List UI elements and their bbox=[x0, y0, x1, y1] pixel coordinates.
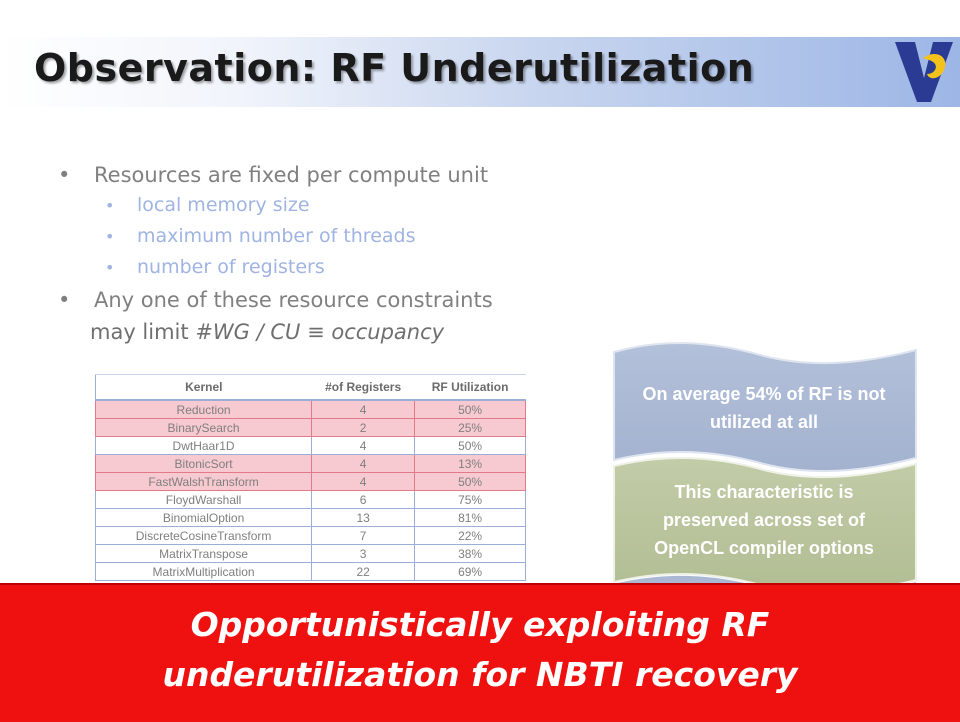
cell-kernel: DwtHaar1D bbox=[94, 436, 313, 455]
callout-first-line: utilized at all bbox=[709, 412, 819, 432]
bullet-constraints: • Any one of these resource constraints bbox=[58, 285, 578, 315]
header-utilization: RF Utilization bbox=[414, 374, 526, 401]
header-registers: #of Registers bbox=[311, 374, 415, 401]
cell-registers: 13 bbox=[311, 508, 416, 527]
banner-line: underutilization for NBTI recovery bbox=[162, 655, 798, 694]
cell-utilization: 50% bbox=[414, 436, 526, 455]
title-bar bbox=[0, 37, 960, 107]
conclusion-banner bbox=[0, 583, 960, 722]
cell-kernel: FloydWarshall bbox=[94, 490, 313, 509]
cell-utilization: 81% bbox=[414, 508, 526, 527]
cell-kernel: BinarySearch bbox=[94, 418, 313, 437]
table-header-row: Kernel #of Registers RF Utilization bbox=[94, 374, 526, 401]
sub-bullet-dot: • bbox=[105, 227, 115, 246]
occupancy-text: #WG / CU ≡ occupancy bbox=[195, 320, 445, 344]
bullet-text: Resources are fixed per compute unit bbox=[94, 163, 489, 187]
sub-bullet-text: number of registers bbox=[137, 256, 325, 278]
callout-second-line: preserved across set of bbox=[662, 510, 866, 530]
cell-utilization: 50% bbox=[414, 399, 526, 419]
sub-bullet-text: local memory size bbox=[137, 194, 310, 216]
cell-kernel: FastWalshTransform bbox=[94, 472, 313, 491]
sub-bullet: • local memory size bbox=[58, 190, 578, 221]
logo-icon bbox=[895, 42, 953, 102]
cell-kernel: BitonicSort bbox=[94, 454, 313, 473]
cell-utilization: 25% bbox=[414, 418, 526, 437]
banner-text: Opportunistically exploiting RF underuti… bbox=[0, 600, 960, 700]
cell-utilization: 13% bbox=[414, 454, 526, 473]
callout-first-line: On average 54% of RF is not bbox=[642, 384, 886, 404]
sub-bullet-dot: • bbox=[105, 196, 115, 215]
table-row: DiscreteCosineTransform 7 22% bbox=[94, 526, 526, 545]
table-row: DwtHaar1D 4 50% bbox=[94, 436, 526, 455]
table-row: MatrixMultiplication 22 69% bbox=[94, 562, 526, 581]
cell-kernel: BinomialOption bbox=[94, 508, 313, 527]
kernel-table: Kernel #of Registers RF Utilization Redu… bbox=[94, 374, 526, 581]
cell-registers: 22 bbox=[311, 562, 416, 581]
cell-registers: 6 bbox=[311, 490, 416, 509]
callout-flag-green bbox=[613, 456, 917, 595]
bullet-continuation: may limit #WG / CU ≡ occupancy bbox=[58, 315, 578, 349]
cell-utilization: 50% bbox=[414, 472, 526, 491]
slide-title: Observation: RF Underutilization bbox=[34, 46, 755, 90]
cell-utilization: 38% bbox=[414, 544, 526, 563]
table-body: Reduction 4 50% BinarySearch 2 25% DwtHaar1D 4 5… bbox=[94, 399, 526, 581]
bullet-resources: • Resources are fixed per compute unit bbox=[58, 160, 578, 190]
cell-registers: 4 bbox=[311, 454, 416, 473]
cell-registers: 2 bbox=[311, 418, 416, 437]
table-row: FastWalshTransform 4 50% bbox=[94, 472, 526, 491]
header-kernel: Kernel bbox=[94, 374, 312, 401]
cell-utilization: 75% bbox=[414, 490, 526, 509]
table-row: Reduction 4 50% bbox=[94, 399, 526, 419]
cell-registers: 4 bbox=[311, 472, 416, 491]
callout-second-line: This characteristic is bbox=[674, 482, 854, 502]
callout-flag-blue bbox=[613, 342, 917, 473]
sub-bullet-dot: • bbox=[105, 258, 115, 277]
cell-kernel: Reduction bbox=[94, 399, 313, 419]
cell-registers: 4 bbox=[311, 399, 416, 419]
sub-bullet-text: maximum number of threads bbox=[137, 225, 416, 247]
cell-registers: 3 bbox=[311, 544, 416, 563]
callout-second: This characteristic is preserved across … bbox=[617, 478, 911, 562]
table-row: BitonicSort 4 13% bbox=[94, 454, 526, 473]
cell-utilization: 22% bbox=[414, 526, 526, 545]
banner-line: Opportunistically exploiting RF bbox=[190, 605, 770, 644]
bullet-list: • Resources are fixed per compute unit •… bbox=[58, 160, 578, 349]
cell-utilization: 69% bbox=[414, 562, 526, 581]
bullet-dot: • bbox=[58, 288, 71, 312]
cell-kernel: MatrixMultiplication bbox=[94, 562, 313, 581]
cell-kernel: MatrixTranspose bbox=[94, 544, 313, 563]
bullet-text: Any one of these resource constraints bbox=[94, 288, 493, 312]
continuation-text: may limit bbox=[90, 320, 196, 344]
sub-bullet: • number of registers bbox=[58, 252, 578, 283]
callout-second-line: OpenCL compiler options bbox=[654, 538, 874, 558]
sub-bullet: • maximum number of threads bbox=[58, 221, 578, 252]
cell-registers: 7 bbox=[311, 526, 416, 545]
callout-first: On average 54% of RF is not utilized at … bbox=[617, 380, 911, 436]
table-row: BinomialOption 13 81% bbox=[94, 508, 526, 527]
table-row: MatrixTranspose 3 38% bbox=[94, 544, 526, 563]
table-row: BinarySearch 2 25% bbox=[94, 418, 526, 437]
bullet-dot: • bbox=[58, 163, 71, 187]
cell-registers: 4 bbox=[311, 436, 416, 455]
cell-kernel: DiscreteCosineTransform bbox=[94, 526, 313, 545]
table-row: FloydWarshall 6 75% bbox=[94, 490, 526, 509]
